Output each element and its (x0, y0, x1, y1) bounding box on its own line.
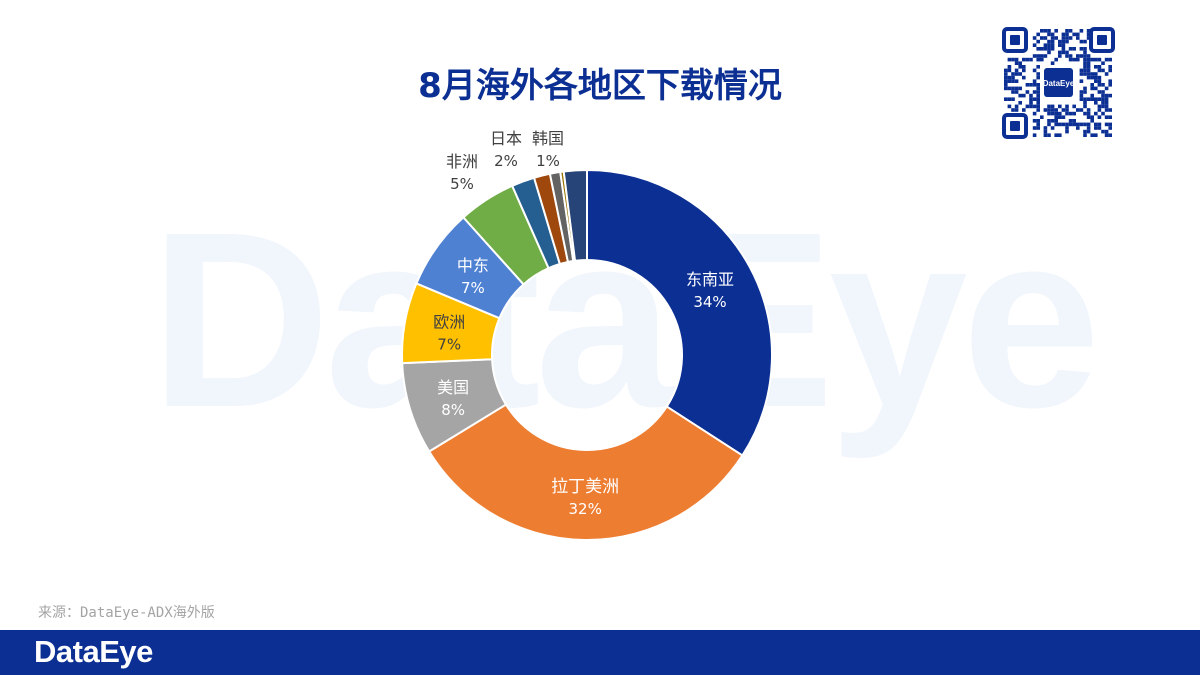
footer-bar: DataEye (0, 630, 1200, 675)
slice-label-name: 拉丁美洲 (551, 477, 619, 497)
footer-logo: DataEye (34, 634, 153, 669)
source-note: 来源：DataEye-ADX海外版 (38, 605, 215, 621)
slice-label-value: 7% (437, 335, 461, 353)
slice-label-name: 韩国 (532, 129, 564, 148)
slice-label-name: 东南亚 (686, 270, 734, 289)
slice-label-name: 美国 (437, 378, 469, 397)
slice-label-value: 5% (450, 175, 474, 193)
chart-title: 8月海外各地区下载情况 (418, 66, 782, 106)
slice-label-value: 1% (536, 152, 560, 170)
slice-other-10 (562, 168, 588, 262)
slice-label-value: 34% (693, 293, 726, 311)
qr-logo-label: DataEye (1043, 79, 1075, 88)
slice-东南亚 (586, 168, 773, 457)
slice-label-name: 欧洲 (433, 312, 465, 331)
slice-label-name: 中东 (457, 256, 489, 275)
slice-label-value: 2% (494, 152, 518, 170)
slice-label-value: 7% (461, 279, 485, 297)
slice-label-value: 32% (569, 500, 602, 518)
slice-label-name: 非洲 (446, 152, 478, 171)
slice-label-value: 8% (441, 401, 465, 419)
slice-label-name: 日本 (490, 129, 522, 148)
qr-code: DataEye (1001, 26, 1116, 140)
slice-拉丁美洲 (427, 403, 744, 541)
